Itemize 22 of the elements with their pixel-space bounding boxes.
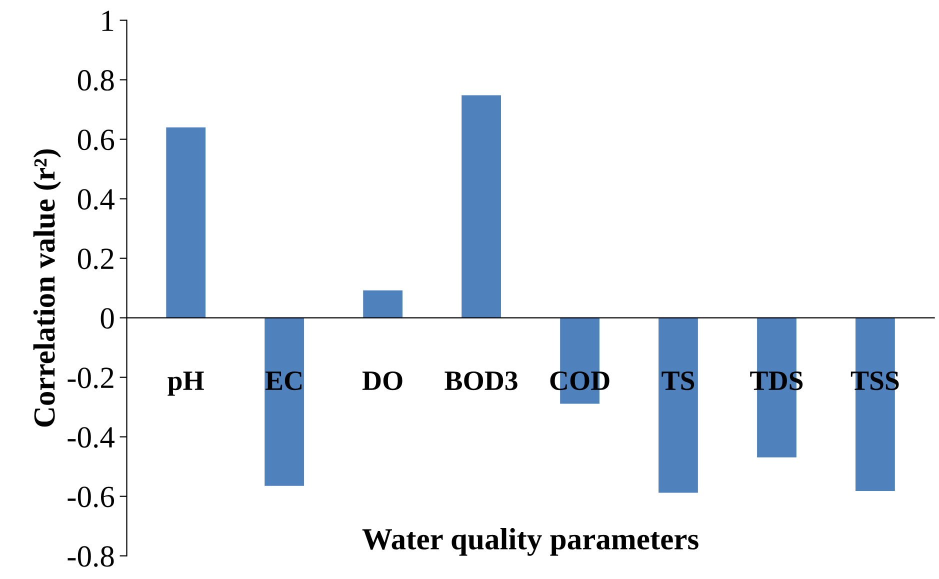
y-tick-label: 0.2 (78, 248, 114, 270)
bar (363, 290, 403, 318)
x-axis-title: Water quality parameters (362, 528, 698, 556)
x-tick-label: BOD3 (444, 371, 518, 390)
bar (658, 318, 698, 493)
bar (264, 318, 304, 486)
y-tick-label: -0.4 (68, 427, 114, 448)
bar (166, 127, 206, 318)
x-tick-label: EC (266, 371, 302, 390)
x-tick-label: DO (362, 371, 402, 390)
y-axis-title: Correlation value (r²) (33, 149, 62, 427)
y-tick-label: -0.6 (68, 486, 114, 508)
y-tick-label: 0.6 (78, 130, 114, 150)
x-tick-label: pH (168, 372, 204, 396)
y-tick-label: -0.2 (68, 368, 114, 388)
y-tick-label: 0.4 (78, 189, 114, 210)
x-tick-label: TS (662, 371, 694, 390)
y-tick-label: -0.8 (68, 546, 114, 567)
y-tick-label: 0.8 (78, 70, 114, 91)
bar (462, 95, 501, 318)
y-tick-label: 1 (102, 10, 114, 31)
y-tick-label: 0 (100, 308, 114, 329)
